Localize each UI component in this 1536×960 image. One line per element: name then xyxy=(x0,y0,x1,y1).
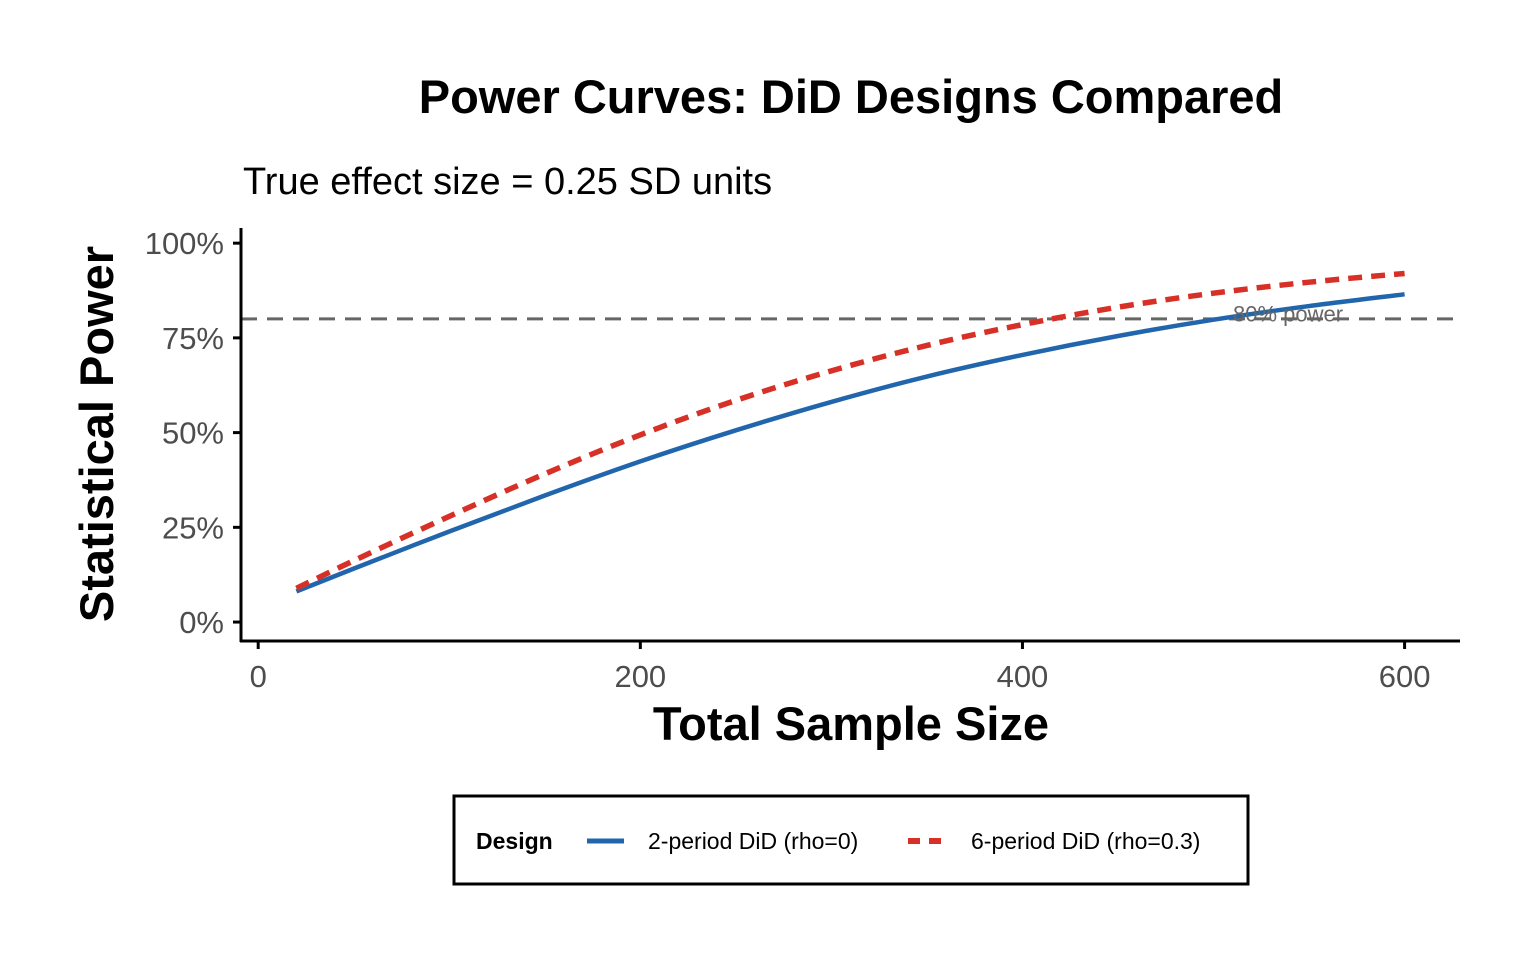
annotation-80-power: 80% power xyxy=(1233,301,1343,326)
series-line-6-period xyxy=(295,270,1405,591)
x-tick-label: 600 xyxy=(1379,659,1431,694)
legend-title: Design xyxy=(476,828,553,854)
y-tick-label: 50% xyxy=(162,416,224,451)
legend-box xyxy=(452,794,1250,886)
chart-title: Power Curves: DiD Designs Compared xyxy=(419,70,1284,123)
y-tick-label: 75% xyxy=(162,321,224,356)
x-ticks: 0 200 400 600 xyxy=(250,641,1431,694)
y-axis-title: Statistical Power xyxy=(70,246,123,622)
series-line-2-period xyxy=(295,292,1405,594)
x-tick-label: 0 xyxy=(250,659,267,694)
y-tick-label: 100% xyxy=(145,226,224,261)
x-tick-label: 400 xyxy=(997,659,1049,694)
series-group xyxy=(295,270,1405,594)
x-tick-label: 200 xyxy=(614,659,666,694)
y-tick-label: 25% xyxy=(162,510,224,545)
x-axis-title: Total Sample Size xyxy=(653,697,1049,750)
y-ticks: 0% 25% 50% 75% 100% xyxy=(145,226,241,640)
legend: Design 2-period DiD (rho=0) 6-period DiD… xyxy=(452,794,1250,886)
y-tick-label: 0% xyxy=(179,605,224,640)
legend-label-2-period: 2-period DiD (rho=0) xyxy=(648,828,858,854)
legend-label-6-period: 6-period DiD (rho=0.3) xyxy=(971,828,1200,854)
chart-subtitle: True effect size = 0.25 SD units xyxy=(243,161,772,203)
